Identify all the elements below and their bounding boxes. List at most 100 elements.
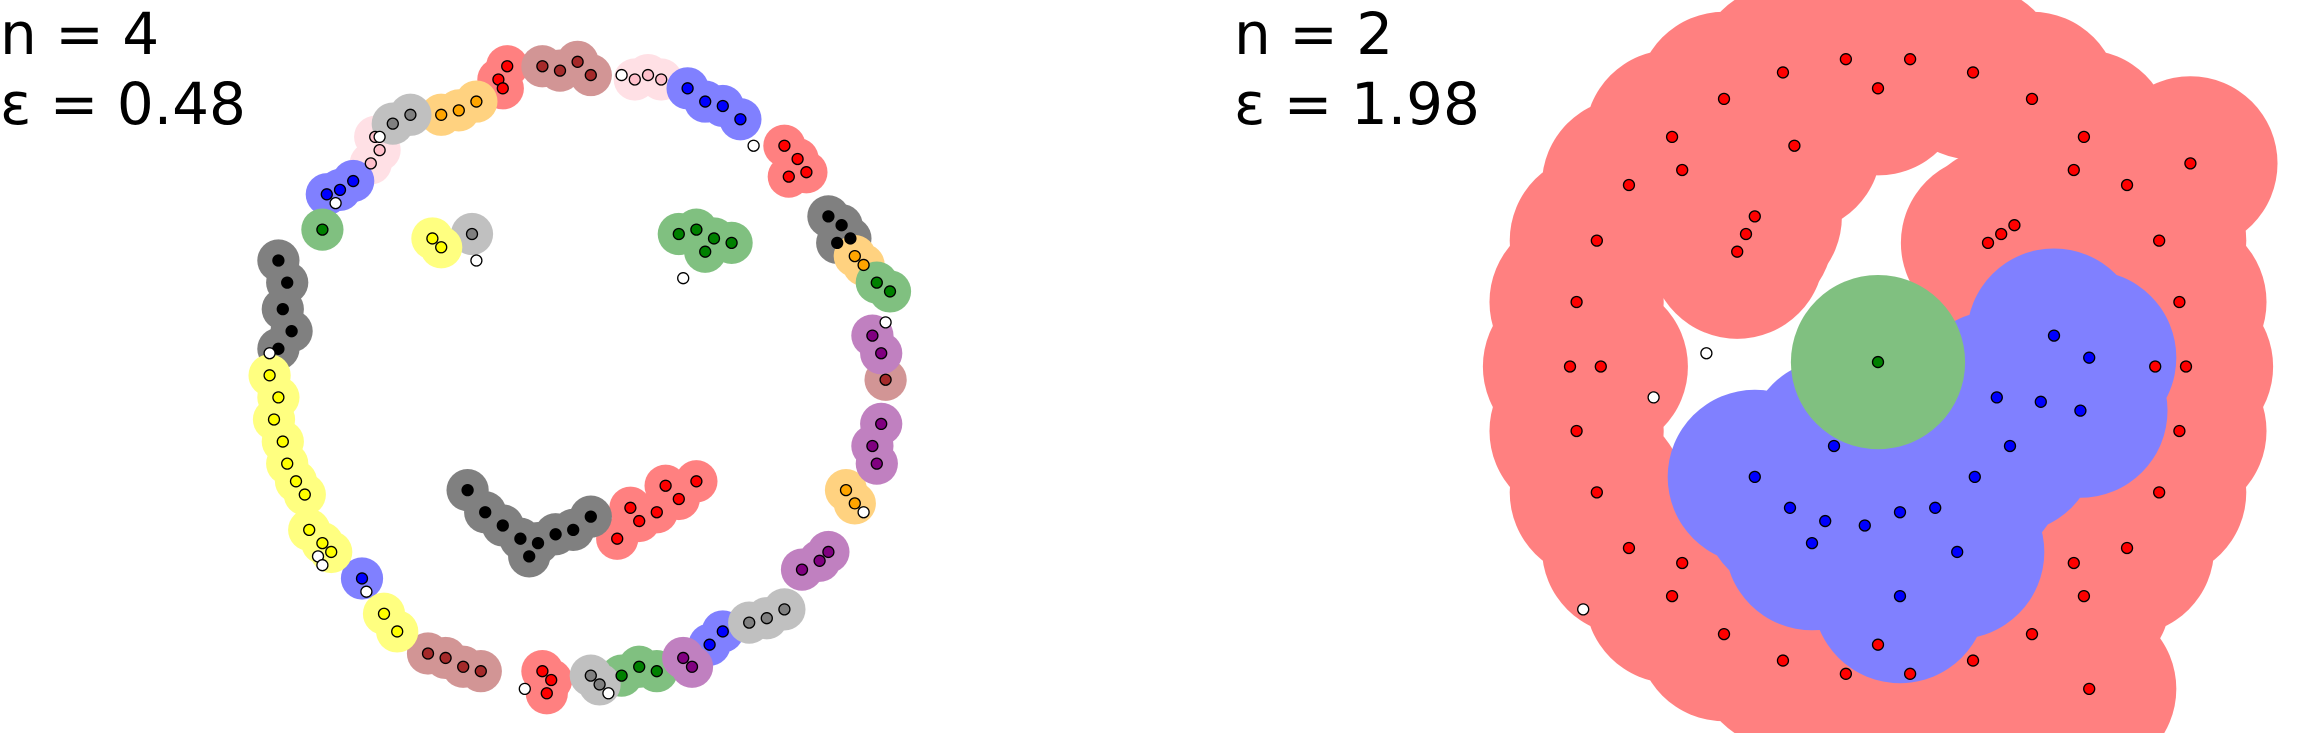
point	[2083, 682, 2096, 695]
point	[1903, 53, 1917, 66]
point	[584, 669, 597, 682]
point	[2173, 424, 2186, 438]
point	[870, 457, 883, 470]
point	[624, 501, 637, 514]
point	[1981, 236, 1995, 250]
point	[822, 545, 835, 559]
point	[2077, 130, 2091, 144]
point	[672, 227, 685, 241]
point	[650, 665, 663, 678]
point	[831, 236, 844, 250]
point	[523, 550, 536, 563]
point	[2149, 360, 2162, 373]
point	[501, 60, 514, 73]
point	[1858, 519, 1871, 532]
point	[2008, 219, 2021, 232]
point	[391, 625, 404, 638]
point	[707, 232, 721, 245]
point	[316, 223, 329, 236]
point	[435, 241, 448, 254]
point	[1622, 541, 1636, 555]
point	[866, 439, 879, 453]
chart-title: n = 4	[0, 0, 159, 68]
point	[690, 223, 703, 236]
point	[377, 607, 391, 620]
point	[1871, 82, 1885, 95]
point	[1839, 667, 1853, 680]
point	[699, 245, 712, 258]
point	[303, 523, 316, 537]
point	[1788, 139, 1801, 152]
point	[1594, 360, 1607, 373]
point	[272, 391, 285, 404]
point	[822, 210, 835, 223]
point	[875, 347, 888, 360]
point	[703, 638, 716, 651]
point	[2184, 157, 2197, 170]
point	[298, 488, 311, 501]
point	[1995, 227, 2008, 241]
point	[2067, 556, 2080, 570]
point	[1776, 66, 1790, 79]
cluster-halo	[406, 40, 907, 693]
point	[470, 254, 483, 267]
point	[1893, 506, 1907, 519]
point	[435, 108, 448, 121]
point	[2034, 395, 2047, 408]
point	[734, 113, 747, 126]
point	[2153, 486, 2166, 499]
plot	[248, 40, 912, 715]
chart-subtitle: ε = 1.98	[1234, 70, 1480, 138]
point	[681, 82, 694, 95]
point	[452, 104, 465, 117]
point	[1776, 654, 1790, 667]
point	[628, 73, 641, 86]
point	[272, 254, 285, 267]
point	[2120, 178, 2134, 192]
point-layer	[263, 55, 897, 700]
point	[461, 483, 474, 497]
point	[1665, 589, 1679, 603]
point	[545, 673, 558, 687]
point	[267, 413, 281, 426]
point	[333, 183, 347, 197]
point	[329, 196, 342, 210]
point	[1577, 603, 1590, 616]
point	[1805, 536, 1819, 550]
point-layer	[1563, 53, 2197, 695]
point	[2077, 589, 2091, 603]
point	[677, 272, 690, 285]
point	[457, 660, 470, 673]
point	[690, 475, 703, 488]
point	[355, 572, 369, 585]
point	[281, 457, 294, 470]
point	[360, 585, 373, 598]
point	[1748, 210, 1761, 223]
point	[1968, 470, 1981, 484]
point	[782, 170, 795, 183]
point	[844, 232, 857, 245]
point	[1590, 486, 1603, 499]
point	[633, 514, 646, 528]
point	[716, 99, 729, 113]
point	[584, 510, 597, 523]
point	[677, 651, 690, 665]
point	[373, 130, 386, 144]
point	[2003, 439, 2017, 453]
point	[531, 536, 545, 550]
point	[1570, 424, 1583, 438]
point	[685, 660, 699, 673]
point	[875, 417, 888, 431]
cluster-halo	[371, 93, 806, 706]
point	[1647, 391, 1660, 404]
point	[1676, 556, 1689, 570]
chart-title: n = 2	[1234, 0, 1393, 68]
point	[2083, 351, 2096, 364]
point	[2025, 627, 2039, 641]
point	[760, 612, 773, 625]
point	[1819, 514, 1832, 528]
point	[879, 373, 892, 386]
point	[1676, 163, 1689, 177]
